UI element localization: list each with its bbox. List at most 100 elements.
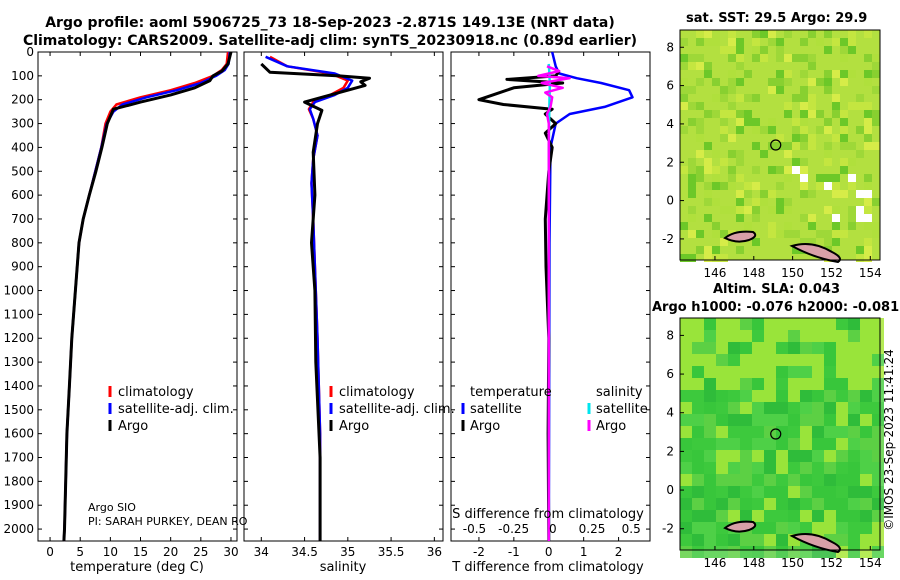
depth-tick-label: 600 <box>11 188 34 202</box>
depth-tick-label: 500 <box>11 164 34 178</box>
depth-tick-label: 1800 <box>3 474 34 488</box>
temperature-xtick-label: 0 <box>46 545 54 559</box>
difference-top-xtick-label: -0.25 <box>498 522 529 536</box>
depth-tick-label: 1000 <box>3 284 34 298</box>
salinity-xtick-label: 34.5 <box>291 545 318 559</box>
sla-map-xtick-label: 148 <box>742 556 765 570</box>
argo-pi-note: PI: SARAH PURKEY, DEAN RO <box>88 515 248 528</box>
depth-tick-label: 1900 <box>3 498 34 512</box>
sla-map-xtick-label: 154 <box>859 556 882 570</box>
legend-climatology-label: climatology <box>118 385 194 400</box>
legend-argo-label: Argo <box>118 419 148 434</box>
depth-tick-label: 2000 <box>3 522 34 536</box>
sla-map-xtick-label: 152 <box>820 556 843 570</box>
diff-legend-t-argo-label: Argo <box>470 419 500 434</box>
sla-map-argo-marker <box>770 428 782 440</box>
difference-xtick-label: 1 <box>580 545 588 559</box>
depth-tick-label: 1600 <box>3 427 34 441</box>
temperature-panel <box>37 51 238 542</box>
sal-legend-climatology-label: climatology <box>339 385 415 400</box>
sst-map-island <box>789 243 841 264</box>
sst-map-xtick-label: 148 <box>742 266 765 280</box>
sst-map-xtick-label: 154 <box>859 266 882 280</box>
temperature-xtick-label: 30 <box>223 545 238 559</box>
difference-xtick-label: 0 <box>545 545 553 559</box>
diff-legend-s-argo-label: Argo <box>596 419 626 434</box>
legend-satellite-label: satellite-adj. clim. <box>118 402 234 417</box>
sal-legend-satellite-label: satellite-adj. clim. <box>339 402 455 417</box>
temperature-xtick-label: 10 <box>103 545 118 559</box>
depth-tick-label: 1400 <box>3 379 34 393</box>
salinity-panel <box>243 51 444 542</box>
diff-legend-s-sat-label: satellite <box>596 402 648 417</box>
temperature-legend: climatology satellite-adj. clim. Argo <box>108 385 234 434</box>
sst-map-ytick-label: 4 <box>666 117 674 131</box>
sla-map-ytick-label: 8 <box>666 328 674 342</box>
salinity-legend: climatology satellite-adj. clim. Argo <box>329 385 455 434</box>
depth-tick-label: 700 <box>11 212 34 226</box>
sst-map-island <box>723 230 757 243</box>
difference-top-xtick-label: 0.25 <box>579 522 606 536</box>
depth-tick-label: 300 <box>11 117 34 131</box>
salinity-xtick-label: 34 <box>254 545 269 559</box>
temperature-series-argo <box>62 51 233 542</box>
temperature-xtick-label: 5 <box>76 545 84 559</box>
sst-map-ytick-label: 0 <box>666 194 674 208</box>
depth-tick-label: 400 <box>11 140 34 154</box>
sla-map-ytick-label: -2 <box>662 522 674 536</box>
difference-xlabel: T difference from climatology <box>451 560 644 575</box>
depth-tick-label: 1300 <box>3 355 34 369</box>
difference-xtick-label: 2 <box>615 545 623 559</box>
difference-top-xtick-label: 0.5 <box>622 522 641 536</box>
depth-tick-label: 900 <box>11 260 34 274</box>
sst-map-xtick-label: 146 <box>703 266 726 280</box>
sst-map-argo-marker <box>770 139 782 151</box>
difference-top-xtick-label: -0.5 <box>463 522 486 536</box>
difference-top-xlabel: S difference from climatology <box>452 507 644 522</box>
sla-map-ytick-label: 0 <box>666 483 674 497</box>
sla-map-xtick-label: 146 <box>703 556 726 570</box>
temperature-xtick-label: 25 <box>193 545 208 559</box>
difference-xtick-label: -1 <box>508 545 520 559</box>
temperature-xlabel: temperature (deg C) <box>70 560 204 575</box>
depth-tick-label: 1200 <box>3 331 34 345</box>
sla-map-ytick-label: 2 <box>666 444 674 458</box>
sla-map-ytick-label: 4 <box>666 406 674 420</box>
temperature-xtick-label: 15 <box>133 545 148 559</box>
diff-legend-salinity-heading: salinity <box>596 385 643 400</box>
figure-title-line2: Climatology: CARS2009. Satellite-adj cli… <box>22 33 638 49</box>
imos-credit: ©IMOS 23-Sep-2023 11:41:24 <box>882 349 896 531</box>
depth-tick-label: 1500 <box>3 403 34 417</box>
sla-map-island <box>723 520 757 533</box>
salinity-xlabel: salinity <box>320 560 367 575</box>
argo-institution-note: Argo SIO <box>88 501 136 514</box>
sst-map-ytick-label: 8 <box>666 40 674 54</box>
sst-map-xtick-label: 150 <box>781 266 804 280</box>
salinity-xtick-label: 36 <box>427 545 442 559</box>
salinity-xtick-label: 35 <box>340 545 355 559</box>
diff-legend-t-sat-label: satellite <box>470 402 522 417</box>
difference-legend: temperature satellite Argo salinity sate… <box>461 385 648 434</box>
salinity-xtick-label: 35.5 <box>378 545 405 559</box>
salinity-series-argo <box>260 62 371 541</box>
sla-map-title-line2: Argo h1000: -0.076 h2000: -0.081 <box>652 300 900 315</box>
figure-title-line1: Argo profile: aoml 5906725_73 18-Sep-202… <box>45 15 615 31</box>
difference-series-t-argo <box>477 70 565 542</box>
difference-top-xtick-label: 0 <box>549 522 557 536</box>
diff-legend-temperature-heading: temperature <box>470 385 552 400</box>
depth-tick-label: 0 <box>26 45 34 59</box>
sst-map-title: sat. SST: 29.5 Argo: 29.9 <box>686 11 868 26</box>
sst-map-ytick-label: -2 <box>662 232 674 246</box>
sla-map-island <box>789 533 841 554</box>
sla-map-xtick-label: 150 <box>781 556 804 570</box>
depth-tick-label: 800 <box>11 236 34 250</box>
depth-tick-label: 100 <box>11 69 34 83</box>
sla-map-title-line1: Altim. SLA: 0.043 <box>713 282 840 297</box>
sla-map-ytick-label: 6 <box>666 367 674 381</box>
depth-tick-label: 1700 <box>3 451 34 465</box>
difference-series-s-argo <box>537 65 571 541</box>
sst-map-ytick-label: 6 <box>666 79 674 93</box>
depth-tick-label: 1100 <box>3 307 34 321</box>
depth-tick-label: 200 <box>11 93 34 107</box>
